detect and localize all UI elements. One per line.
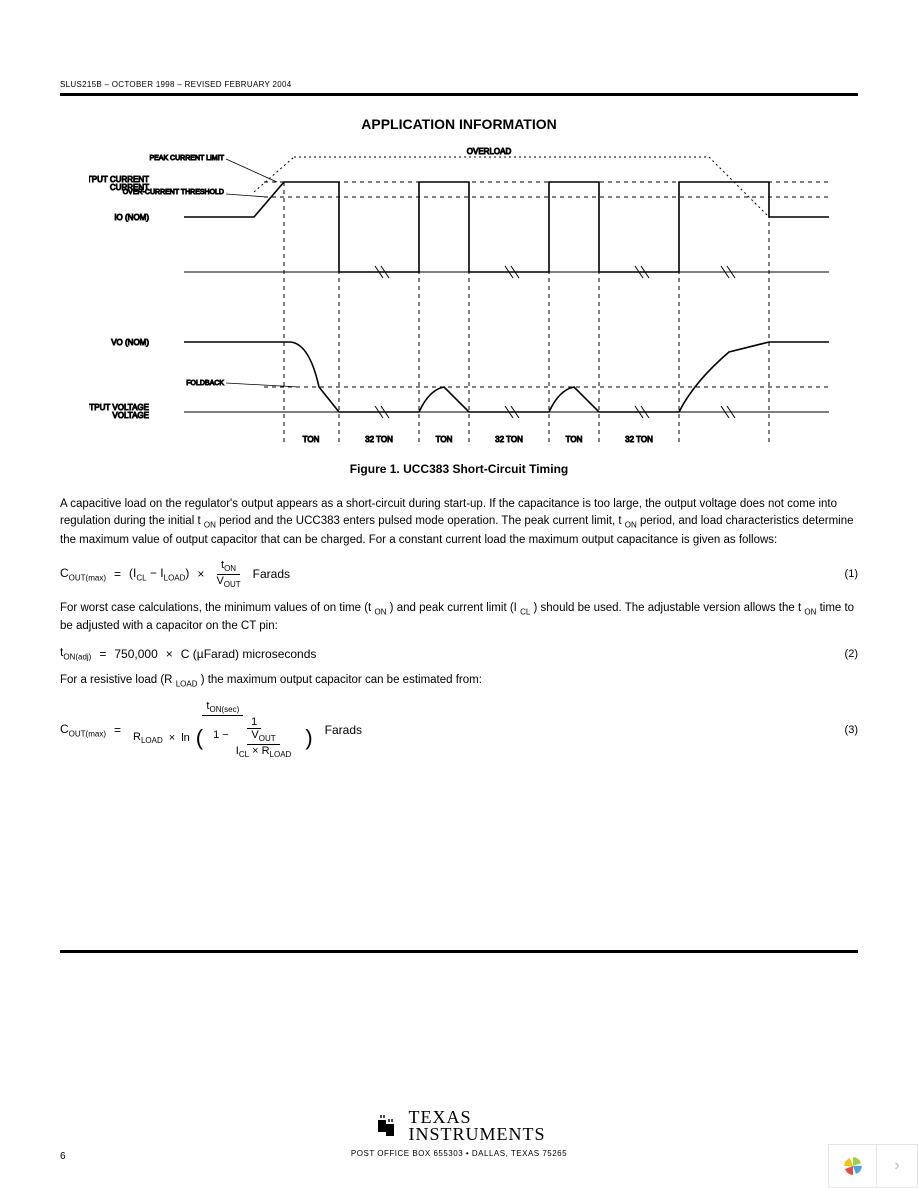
eq3-inner-i-sub: CL <box>239 750 249 759</box>
label-over-current-threshold: OVER-CURRENT THRESHOLD <box>123 189 224 196</box>
p2c: ) and peak current limit (I <box>390 602 517 614</box>
eq3-unit: Farads <box>325 723 362 737</box>
eq3-inner-v: V <box>251 729 258 741</box>
p2e: ) should be used. The adjustable version… <box>534 602 802 614</box>
eq1-unit: Farads <box>253 567 290 581</box>
equation-3: COUT(max) = tON(sec) RLOAD × ln ( 1 1 − … <box>60 700 858 760</box>
eq3-inner-r-sub: LOAD <box>270 750 292 759</box>
eq3-num-t-sub: ON(sec) <box>209 705 239 714</box>
eq1-iload-sub: LOAD <box>164 573 186 582</box>
axis-32ton-1: 32 TON <box>365 435 393 444</box>
p2a: For worst case calculations, the minimum… <box>60 602 371 614</box>
eq3-inner-num: 1 <box>247 716 261 729</box>
p2f: ON <box>804 607 816 616</box>
eq3-ln: ln <box>181 732 190 744</box>
svg-text:VOLTAGE: VOLTAGE <box>112 411 149 420</box>
axis-32ton-2: 32 TON <box>495 435 523 444</box>
eq3-inner-frac: 1 1 − VOUT ICL × RLOAD <box>209 716 299 760</box>
eq2-k: 750,000 <box>114 647 157 661</box>
paragraph-3: For a resistive load (R LOAD ) the maxim… <box>60 672 858 690</box>
footer-address: POST OFFICE BOX 655303 • DALLAS, TEXAS 7… <box>0 1149 918 1158</box>
p3c: ) the maximum output capacitor can be es… <box>201 674 482 686</box>
label-foldback: FOLDBACK <box>186 380 224 387</box>
doc-header: SLUS215B – OCTOBER 1998 – REVISED FEBRUA… <box>60 80 858 89</box>
label-overload: OVERLOAD <box>467 147 512 156</box>
eq2-mu: µ <box>197 647 204 661</box>
eq1-times: × <box>197 567 204 581</box>
axis-ton-2: TON <box>436 435 453 444</box>
paragraph-1: A capacitive load on the regulator's out… <box>60 496 858 549</box>
equation-1: COUT(max) = (ICL − ILOAD) × tON VOUT Far… <box>60 559 858 590</box>
eq2-times: × <box>166 647 173 661</box>
p3b: LOAD <box>176 679 198 688</box>
chevron-right-icon[interactable]: › <box>877 1145 917 1187</box>
ti-chip-icon <box>372 1112 400 1140</box>
eq1-number: (1) <box>845 568 858 580</box>
eq2-c: C ( <box>181 647 197 661</box>
label-io-nom: IO (NOM) <box>114 213 149 222</box>
eq1-den-v: V <box>216 575 223 587</box>
eq3-inner-v-sub: OUT <box>259 734 276 743</box>
eq1-icl-sub: CL <box>136 573 146 582</box>
eq3-eq: = <box>114 723 121 737</box>
eq2-eq: = <box>99 647 106 661</box>
eq2-number: (2) <box>845 648 858 660</box>
eq3-number: (3) <box>845 724 858 736</box>
eq3-inner-1min: 1 − <box>213 729 232 741</box>
corner-widget: › <box>828 1144 918 1188</box>
eq3-lhs: C <box>60 722 69 736</box>
paragraph-2: For worst case calculations, the minimum… <box>60 600 858 636</box>
p3a: For a resistive load (R <box>60 674 172 686</box>
p1d: ON <box>625 521 637 530</box>
eq3-den-r-sub: LOAD <box>141 736 163 745</box>
page-footer: TEXAS INSTRUMENTS POST OFFICE BOX 655303… <box>0 1109 918 1158</box>
section-title: APPLICATION INFORMATION <box>60 116 858 132</box>
header-rule <box>60 93 858 96</box>
eq1-minus: − <box>147 566 161 580</box>
footer-rule <box>60 950 858 953</box>
eq1-lhs: C <box>60 566 69 580</box>
figure-caption: Figure 1. UCC383 Short-Circuit Timing <box>60 462 858 476</box>
ti-brand-line2: INSTRUMENTS <box>408 1126 545 1143</box>
axis-32ton-3: 32 TON <box>625 435 653 444</box>
eq1-frac: tON VOUT <box>212 559 244 590</box>
eq3-den-r: R <box>133 731 141 743</box>
label-vo-nom: VO (NOM) <box>111 338 149 347</box>
pinwheel-icon[interactable] <box>829 1145 877 1187</box>
page-number: 6 <box>60 1151 66 1162</box>
ti-logo: TEXAS INSTRUMENTS <box>0 1109 918 1143</box>
eq3-lhs-sub: OUT(max) <box>69 729 106 738</box>
eq2-lhs-sub: ON(adj) <box>63 653 91 662</box>
eq1-lhs-sub: OUT(max) <box>69 573 106 582</box>
timing-diagram: OVERLOAD <box>89 142 829 452</box>
p2d: CL <box>520 607 530 616</box>
eq1-num-sub: ON <box>224 564 236 573</box>
equation-2: tON(adj) = 750,000 × C (µFarad) microsec… <box>60 645 858 661</box>
eq2-farad: Farad) microseconds <box>204 647 317 661</box>
p2b: ON <box>374 607 386 616</box>
eq1-den-sub: OUT <box>224 580 241 589</box>
eq3-inner-r: R <box>262 745 270 757</box>
label-peak-current-limit: PEAK CURRENT LIMIT <box>149 155 224 162</box>
eq1-paren-r: ) <box>185 566 189 580</box>
axis-ton-3: TON <box>566 435 583 444</box>
p1b: ON <box>204 521 216 530</box>
eq1-eq: = <box>114 567 121 581</box>
eq3-outer-frac: tON(sec) RLOAD × ln ( 1 1 − VOUT ICL × R… <box>129 700 317 760</box>
axis-ton-1: TON <box>303 435 320 444</box>
p1c: period and the UCC383 enters pulsed mode… <box>219 515 622 527</box>
